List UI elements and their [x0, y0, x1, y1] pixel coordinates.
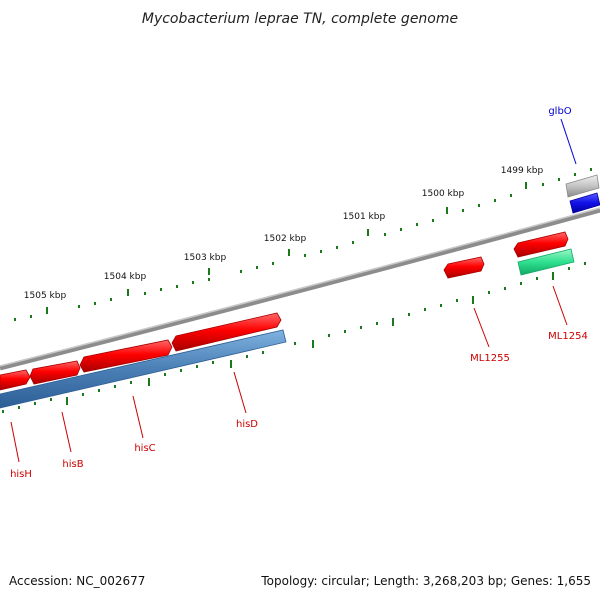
operon-feature[interactable]: [0, 329, 287, 409]
gene-label-hisB: hisB: [62, 459, 83, 470]
gene-label-ML1254: ML1254: [548, 331, 588, 342]
gene-arrow-ML1255[interactable]: [443, 256, 485, 279]
gene-label-hisH: hisH: [10, 469, 32, 480]
ruler-label: 1502 kbp: [264, 234, 307, 244]
genome-stats-text: Topology: circular; Length: 3,268,203 bp…: [261, 574, 591, 588]
ruler-label: 1504 kbp: [104, 272, 147, 282]
genome-backbone: [0, 207, 600, 371]
outer-ruler: 1505 kbp 1504 kbp 1503 kbp 1502 kbp 1501…: [14, 166, 592, 321]
ruler-label: 1500 kbp: [422, 189, 465, 199]
ruler-label: 1499 kbp: [501, 166, 544, 176]
map-title: Mycobacterium leprae TN, complete genome: [142, 11, 458, 27]
gene-arrow-hisD[interactable]: [171, 312, 282, 352]
gene-label-ML1255: ML1255: [470, 353, 510, 364]
ruler-label: 1505 kbp: [24, 291, 67, 301]
misc-feature-grey[interactable]: [565, 174, 600, 198]
inner-ruler: [2, 262, 586, 413]
glbO-gene[interactable]: [569, 192, 600, 214]
misc-feature-green[interactable]: [517, 248, 575, 276]
outer-ruler-dots: [14, 168, 592, 321]
gene-label-hisC: hisC: [134, 443, 155, 454]
gene-arrow-hisB[interactable]: [29, 360, 81, 385]
gene-label-glbO: glbO: [548, 106, 571, 117]
gene-arrow-hisC[interactable]: [79, 339, 173, 373]
gene-label-hisD: hisD: [236, 419, 258, 430]
label-leaders: [10, 118, 577, 463]
ruler-label: 1503 kbp: [184, 253, 227, 263]
gene-arrow-hisH[interactable]: [0, 369, 31, 391]
ruler-label: 1501 kbp: [343, 212, 386, 222]
outer-ruler-major-ticks: [46, 182, 527, 314]
gene-arrow-ML1254[interactable]: [513, 231, 569, 258]
accession-text: Accession: NC_002677: [9, 574, 146, 588]
